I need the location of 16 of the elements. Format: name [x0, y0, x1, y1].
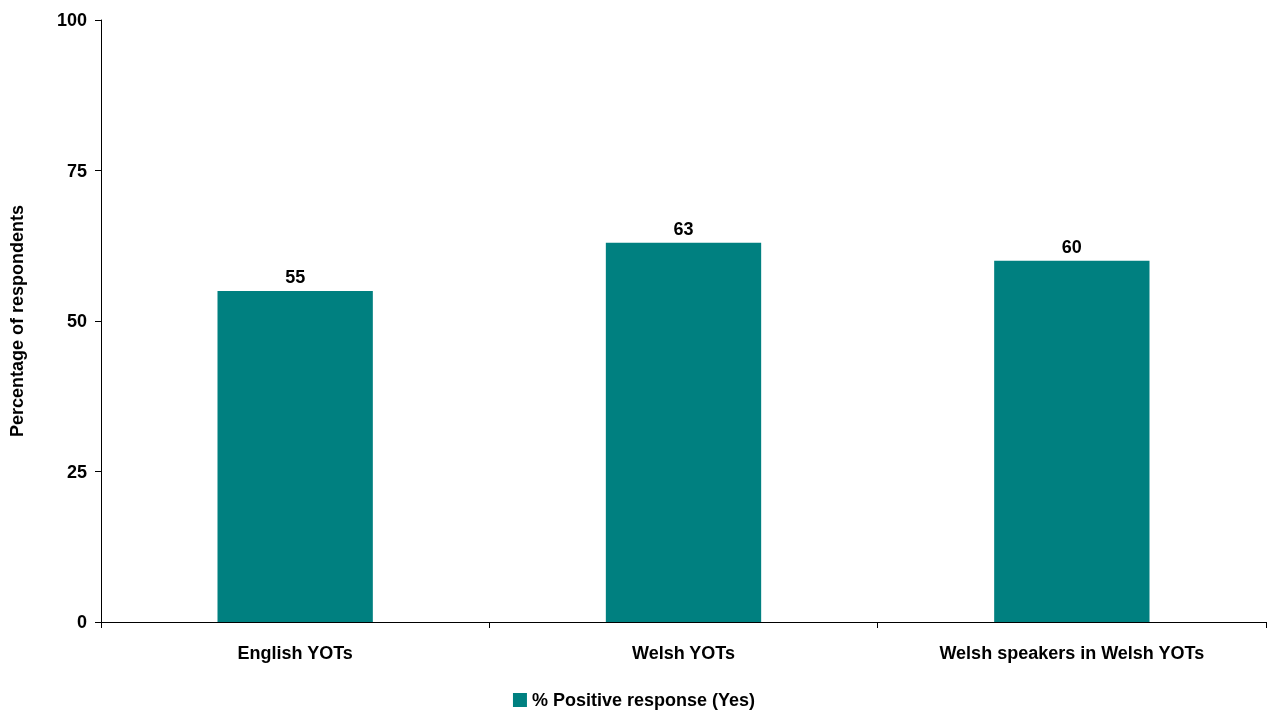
- y-tick-label: 50: [66, 311, 87, 331]
- y-tick-label: 100: [56, 10, 87, 30]
- y-axis-title: Percentage of respondents: [7, 204, 27, 438]
- data-label: 63: [673, 218, 694, 239]
- y-tick-label: 25: [66, 461, 87, 482]
- data-label: 55: [285, 266, 306, 287]
- bar: [217, 290, 373, 622]
- x-tick-label: English YOTs: [237, 643, 353, 663]
- y-tick-label: 0: [76, 612, 87, 632]
- bar: [994, 260, 1150, 622]
- data-label: 60: [1061, 236, 1082, 257]
- x-tick-label: Welsh YOTs: [631, 643, 736, 663]
- bar: [605, 242, 762, 622]
- x-tick-label: Welsh speakers in Welsh YOTs: [939, 643, 1205, 663]
- legend-label: % Positive response (Yes): [531, 690, 756, 710]
- y-tick-label: 75: [66, 160, 87, 181]
